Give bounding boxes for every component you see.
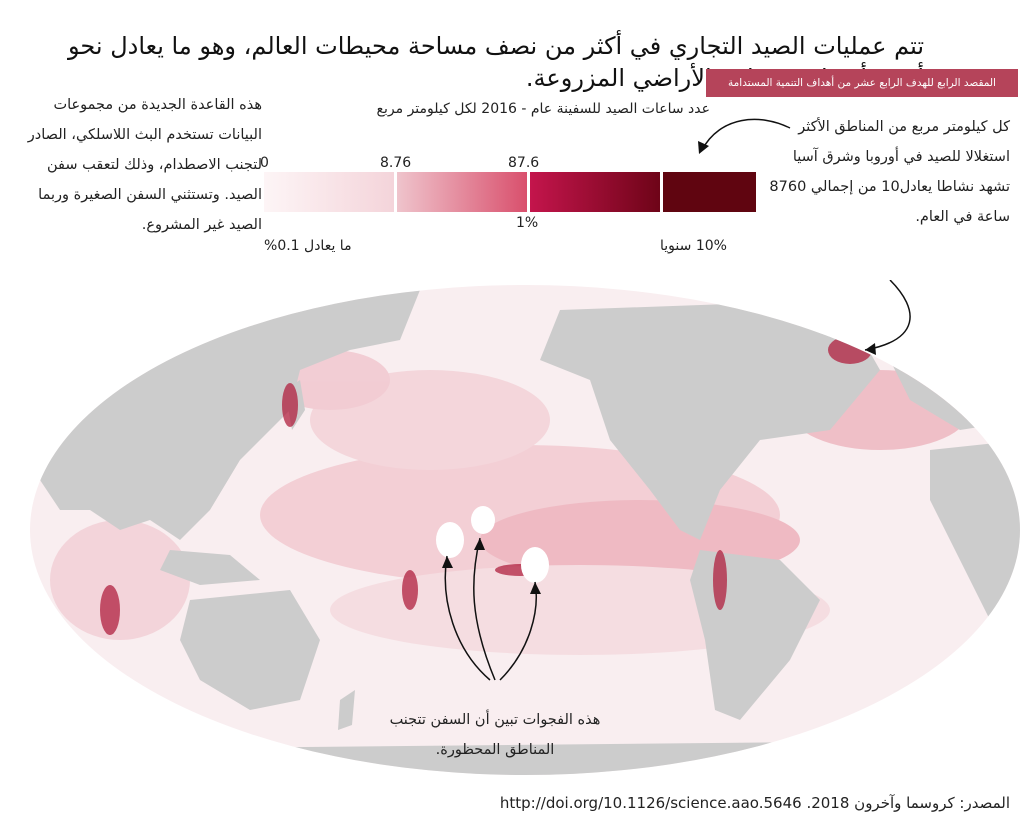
legend-right-label: 10% سنويا (660, 238, 727, 254)
left-note: هذه القاعدة الجديدة من مجموعات البيانات … (27, 97, 262, 233)
legend-seg-3 (530, 172, 660, 212)
legend-sep-1 (394, 172, 398, 212)
legend-tick-1-percent: 1% (516, 215, 539, 231)
legend-seg-4 (662, 172, 757, 212)
land-north-america (540, 300, 880, 540)
fishing-activity-layer (50, 350, 970, 655)
world-fishing-map (30, 280, 1020, 775)
land-australia (180, 590, 320, 710)
legend-color-bar (264, 172, 757, 212)
hotspots (100, 336, 872, 635)
sdg-badge: المقصد الرابع للهدف الرابع عشر من أهداف … (706, 69, 1018, 97)
protected-gaps (436, 506, 549, 583)
legend-tick-8-76: 8.76 (380, 155, 412, 171)
land-indonesia (160, 550, 260, 585)
legend-tick-87-6: 87.6 (508, 155, 540, 171)
legend-sep-3 (659, 172, 663, 212)
legend-title: عدد ساعات الصيد للسفينة عام - 2016 لكل ك… (376, 101, 710, 117)
legend-seg-1 (264, 172, 395, 212)
legend-arrow (698, 118, 791, 154)
land-africa (930, 440, 1020, 620)
arrow-heads (442, 343, 876, 594)
legend-sep-2 (527, 172, 531, 212)
legend-seg-2 (397, 172, 528, 212)
right-note: كل كيلومتر مربع من المناطق الأكثر استغلا… (769, 119, 1010, 225)
legend-tick-0: 0 (260, 155, 269, 171)
land-new-zealand (338, 690, 355, 730)
legend-left-label: ما يعادل 0.1% (264, 238, 352, 254)
source-citation: المصدر: كروسما وآخرون 2018. http://doi.o… (499, 794, 1010, 812)
bottom-note: هذه الفجوات تبين أن السفن تتجنب المناطق … (389, 712, 601, 758)
